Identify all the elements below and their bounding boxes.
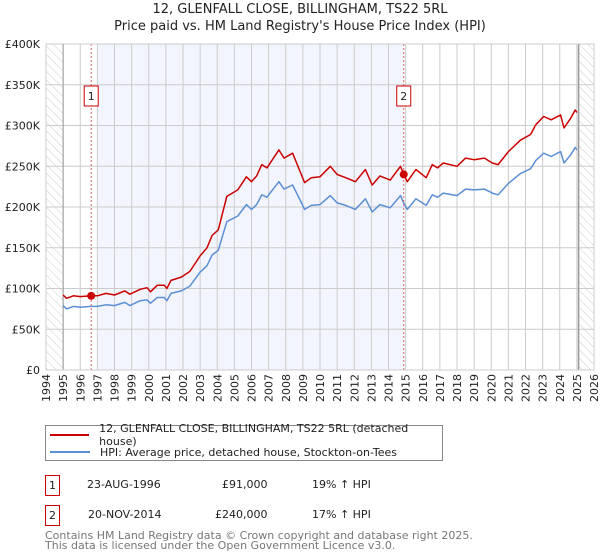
sale-date: 20-NOV-2014 xyxy=(88,508,162,521)
sale-price: £240,000 xyxy=(215,508,268,521)
sale-date: 23-AUG-1996 xyxy=(87,478,161,491)
x-tick-label: 2008 xyxy=(280,374,293,402)
x-tick-label: 2002 xyxy=(177,374,190,402)
x-tick-label: 1996 xyxy=(74,374,87,402)
x-tick-label: 2018 xyxy=(451,374,464,402)
sale-badge: 2 xyxy=(45,505,60,526)
x-tick-label: 1998 xyxy=(109,374,122,402)
x-tick-label: 2001 xyxy=(160,374,173,402)
x-tick-label: 2025 xyxy=(571,374,584,402)
x-tick-label: 2023 xyxy=(537,374,550,402)
sale-hpi-diff: 17% ↑ HPI xyxy=(312,508,371,521)
x-tick-label: 2021 xyxy=(502,374,515,402)
transaction-row: 1 23-AUG-1996 £91,000 19% ↑ HPI xyxy=(45,475,445,496)
legend-label: HPI: Average price, detached house, Stoc… xyxy=(100,445,398,459)
x-tick-label: 2005 xyxy=(228,374,241,402)
x-tick-label: 2015 xyxy=(400,374,413,402)
y-tick-label: £0 xyxy=(26,364,40,377)
y-tick-label: £100K xyxy=(5,283,41,296)
y-tick-label: £400K xyxy=(5,38,41,51)
chart-subtitle: Price paid vs. HM Land Registry's House … xyxy=(114,19,486,34)
legend-item-hpi: HPI: Average price, detached house, Stoc… xyxy=(50,444,397,460)
y-tick-label: £350K xyxy=(5,79,41,92)
y-tick-label: £300K xyxy=(5,120,41,133)
x-tick-label: 2017 xyxy=(434,374,447,402)
legend: 12, GLENFALL CLOSE, BILLINGHAM, TS22 5RL… xyxy=(45,422,443,461)
transaction-row: 2 20-NOV-2014 £240,000 17% ↑ HPI xyxy=(45,505,445,526)
legend-swatch-property xyxy=(50,434,90,436)
y-tick-label: £200K xyxy=(5,201,41,214)
footer-licence: This data is licensed under the Open Gov… xyxy=(45,539,396,552)
x-tick-label: 2011 xyxy=(331,374,344,402)
sale-marker-label: 1 xyxy=(88,90,95,103)
chart-title: 12, GLENFALL CLOSE, BILLINGHAM, TS22 5RL xyxy=(152,2,448,17)
sale-badge: 1 xyxy=(45,475,60,496)
property-price-line xyxy=(62,109,578,300)
sale-point xyxy=(87,291,96,300)
legend-label: 12, GLENFALL CLOSE, BILLINGHAM, TS22 5RL… xyxy=(99,422,409,448)
x-tick-label: 2003 xyxy=(194,374,207,402)
y-tick-label: £150K xyxy=(5,242,41,255)
x-tick-label: 2020 xyxy=(485,374,498,402)
footer-copyright: Contains HM Land Registry data © Crown c… xyxy=(45,529,473,542)
sale-price: £91,000 xyxy=(222,478,268,491)
x-tick-label: 2019 xyxy=(468,374,481,402)
x-tick-label: 2010 xyxy=(314,374,327,402)
x-tick-label: 2006 xyxy=(246,374,259,402)
x-tick-label: 2022 xyxy=(520,374,533,402)
sale-marker-box xyxy=(83,85,99,107)
legend-item-property: 12, GLENFALL CLOSE, BILLINGHAM, TS22 5RL… xyxy=(50,422,442,448)
x-tick-label: 2009 xyxy=(297,374,310,402)
plot-frame xyxy=(45,43,595,371)
legend-swatch-hpi xyxy=(50,451,90,453)
x-tick-label: 2007 xyxy=(263,374,276,402)
x-tick-label: 2024 xyxy=(554,374,567,402)
x-tick-label: 2013 xyxy=(365,374,378,402)
x-tick-label: 1995 xyxy=(57,374,70,402)
x-tick-label: 2012 xyxy=(348,374,361,402)
hpi-line xyxy=(62,146,578,310)
x-tick-label: 1997 xyxy=(91,374,104,402)
sale-marker-label: 2 xyxy=(400,90,407,103)
y-tick-label: £50K xyxy=(12,323,41,336)
y-tick-label: £250K xyxy=(5,160,41,173)
x-tick-label: 2016 xyxy=(417,374,430,402)
sale-point xyxy=(399,170,408,179)
x-tick-label: 2000 xyxy=(143,374,156,402)
sale-hpi-diff: 19% ↑ HPI xyxy=(312,478,371,491)
x-tick-label: 1999 xyxy=(126,374,139,402)
x-tick-label: 2004 xyxy=(211,374,224,402)
price-chart: 1 2 1994 1995 1996 1997 1998 1999 2000 2001 2002 20… xyxy=(5,38,600,402)
x-tick-label: 2014 xyxy=(383,374,396,402)
x-tick-label: 1994 xyxy=(40,374,53,402)
sale-marker-box xyxy=(396,85,412,107)
x-tick-label: 2026 xyxy=(588,374,600,402)
